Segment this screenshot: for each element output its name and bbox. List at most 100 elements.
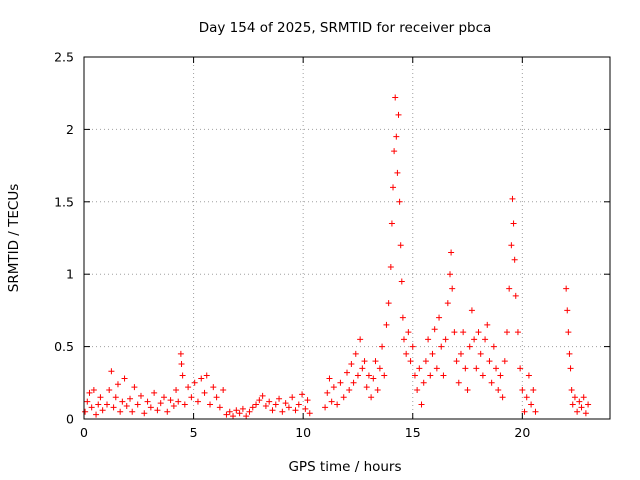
data-point <box>416 365 423 372</box>
data-point <box>198 375 205 382</box>
data-point <box>451 329 458 336</box>
data-point <box>407 358 414 365</box>
plot-frame <box>83 56 611 420</box>
data-point <box>194 398 201 405</box>
data-point <box>350 379 357 386</box>
data-point <box>249 404 256 411</box>
data-point <box>220 387 227 394</box>
data-point <box>422 358 429 365</box>
data-point <box>512 292 519 299</box>
data-point <box>236 410 243 417</box>
x-axis-label: GPS time / hours <box>288 459 401 475</box>
data-point <box>523 394 530 401</box>
data-point <box>262 402 269 409</box>
data-point <box>216 404 223 411</box>
data-point <box>499 394 506 401</box>
data-point <box>429 350 436 357</box>
data-point <box>201 389 208 396</box>
data-point <box>188 394 195 401</box>
data-point <box>582 410 589 417</box>
data-point <box>326 375 333 382</box>
data-point <box>239 405 246 412</box>
data-point <box>509 195 516 202</box>
data-point <box>372 358 379 365</box>
data-point <box>567 365 574 372</box>
data-point <box>104 401 111 408</box>
data-point <box>164 408 171 415</box>
data-point <box>405 329 412 336</box>
x-tick-label: 10 <box>295 425 311 440</box>
data-point <box>110 404 117 411</box>
data-point <box>453 358 460 365</box>
data-point <box>285 404 292 411</box>
data-point <box>181 401 188 408</box>
y-axis-label: SRMTID / TECUs <box>6 184 22 292</box>
data-point <box>563 285 570 292</box>
data-point <box>569 401 576 408</box>
data-point <box>448 249 455 256</box>
data-point <box>471 336 478 343</box>
data-point <box>344 369 350 376</box>
data-point <box>167 397 174 404</box>
data-point <box>420 379 427 386</box>
data-point <box>95 401 102 408</box>
data-point <box>580 394 587 401</box>
data-point <box>398 278 405 285</box>
data-point <box>289 394 296 401</box>
data-point <box>207 401 214 408</box>
data-point <box>578 404 585 411</box>
data-point <box>253 401 260 408</box>
data-point <box>97 394 104 401</box>
data-point <box>528 401 535 408</box>
data-point <box>392 94 399 101</box>
data-point <box>395 111 402 118</box>
data-point <box>449 285 456 292</box>
data-point <box>510 220 517 227</box>
grid <box>84 57 610 419</box>
data-point <box>178 360 185 367</box>
data-point <box>90 387 97 394</box>
data-point <box>295 401 302 408</box>
data-point <box>191 379 198 386</box>
data-point <box>477 350 484 357</box>
data-point <box>475 329 482 336</box>
data-point <box>299 391 306 398</box>
data-point <box>403 350 410 357</box>
data-point <box>363 384 370 391</box>
data-point <box>337 379 344 386</box>
data-point <box>462 365 469 372</box>
data-point <box>495 387 502 394</box>
data-point <box>564 307 571 314</box>
data-point <box>361 358 368 365</box>
data-point <box>503 329 510 336</box>
data-point <box>447 271 454 278</box>
data-point <box>334 401 341 408</box>
data-point <box>521 408 528 415</box>
data-point <box>330 384 337 391</box>
data-point <box>177 350 184 357</box>
data-points <box>82 94 592 420</box>
data-point <box>134 401 141 408</box>
x-tick-label: 5 <box>190 425 198 440</box>
data-point <box>486 358 493 365</box>
data-point <box>436 314 443 321</box>
data-point <box>514 329 521 336</box>
y-tick-label: 1 <box>66 267 74 282</box>
data-point <box>226 408 233 415</box>
data-point <box>385 300 392 307</box>
y-tick-label: 0 <box>66 412 74 427</box>
data-point <box>565 329 572 336</box>
data-point <box>348 360 355 367</box>
data-point <box>440 372 447 379</box>
data-point <box>431 326 438 333</box>
data-point <box>571 394 578 401</box>
data-point <box>154 407 161 414</box>
data-point <box>418 401 425 408</box>
data-point <box>525 372 532 379</box>
data-point <box>93 411 100 418</box>
data-point <box>173 387 180 394</box>
data-point <box>585 401 592 408</box>
data-point <box>466 343 473 350</box>
data-point <box>482 336 489 343</box>
